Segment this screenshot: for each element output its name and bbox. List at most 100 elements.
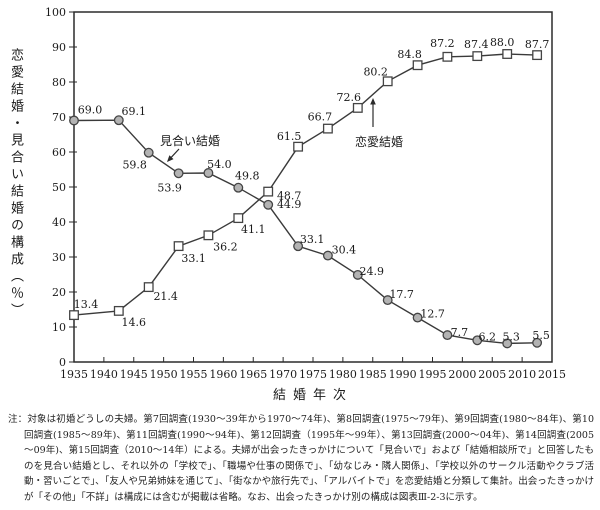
chart-canvas: 1935 1940 1945 1950 1955 1960 1965 1970 1975 1980… [45, 6, 566, 381]
data-label-renai: 33.1 [181, 252, 206, 265]
footnote-prefix: 注： [8, 414, 28, 425]
y-tick-label: 100 [45, 6, 66, 19]
data-label-miai: 44.9 [277, 198, 302, 211]
data-label-miai: 30.4 [332, 244, 357, 257]
data-point-miai [502, 338, 513, 349]
data-label-miai: 5.3 [502, 330, 520, 343]
x-tick-label: 1955 [180, 368, 208, 381]
data-label-renai: 41.1 [241, 223, 266, 236]
y-tick-label: 40 [52, 216, 66, 229]
x-tick-label: 1950 [150, 368, 178, 381]
y-tick-label: 0 [59, 356, 66, 369]
annotation-label: 見合い結婚 [160, 133, 220, 148]
data-label-miai: 54.0 [207, 158, 232, 171]
data-label-renai: 87.2 [430, 37, 455, 50]
data-point-renai [173, 241, 184, 252]
data-label-miai: 53.9 [157, 181, 182, 194]
data-label-renai: 80.2 [363, 65, 388, 78]
x-tick-label: 1960 [209, 368, 237, 381]
y-tick-label: 20 [52, 286, 66, 299]
y-tick-label: 30 [52, 251, 66, 264]
x-tick-label: 1975 [299, 368, 327, 381]
data-point-miai [412, 312, 423, 323]
data-label-renai: 48.7 [277, 190, 302, 203]
data-point-renai [143, 282, 154, 293]
data-label-miai: 17.7 [389, 288, 414, 301]
annotation-arrowhead [167, 155, 174, 162]
data-point-renai [263, 186, 274, 197]
data-point-miai [322, 250, 333, 261]
data-label-miai: 12.7 [420, 308, 445, 321]
x-tick-label: 1980 [329, 368, 357, 381]
data-point-renai [412, 60, 423, 71]
data-label-miai: 6.2 [479, 330, 497, 343]
annotation-arrowhead [370, 98, 376, 105]
data-label-miai: 69.1 [122, 105, 147, 118]
data-label-renai: 36.2 [213, 240, 238, 253]
data-point-miai [442, 330, 453, 341]
x-tick-label: 2015 [538, 368, 566, 381]
data-point-miai [143, 147, 154, 158]
y-tick-label: 80 [52, 76, 66, 89]
x-tick-label: 1990 [389, 368, 417, 381]
data-point-renai [69, 310, 79, 321]
data-point-miai [69, 115, 79, 126]
x-tick-label: 2000 [448, 368, 476, 381]
data-point-miai [382, 295, 393, 306]
data-point-renai [502, 49, 513, 59]
data-point-miai [293, 241, 304, 252]
data-point-renai [382, 76, 393, 87]
x-tick-label: 1965 [239, 368, 267, 381]
data-point-miai [532, 337, 543, 348]
y-tick-label: 50 [52, 181, 66, 194]
data-label-miai: 24.9 [360, 265, 385, 278]
data-label-renai: 72.6 [337, 91, 362, 104]
data-point-miai [472, 335, 483, 346]
x-tick-label: 1935 [60, 368, 88, 381]
plot-frame [73, 11, 553, 363]
data-label-renai: 14.6 [122, 316, 147, 329]
data-point-renai [203, 230, 214, 241]
data-label-renai: 66.7 [308, 111, 333, 124]
data-point-renai [113, 305, 124, 316]
data-label-miai: 5.5 [532, 329, 550, 342]
data-point-renai [322, 123, 333, 134]
data-label-renai: 87.7 [525, 38, 550, 51]
data-label-renai: 13.4 [74, 298, 99, 311]
data-label-renai: 84.8 [397, 48, 422, 61]
data-point-renai [233, 213, 244, 224]
data-label-miai: 7.7 [451, 326, 469, 339]
x-axis-title: 結婚年次 [272, 388, 353, 403]
data-label-miai: 33.1 [300, 233, 325, 246]
y-tick-label: 10 [52, 321, 66, 334]
data-label-miai: 59.8 [122, 159, 147, 172]
x-tick-label: 1945 [120, 368, 148, 381]
data-label-renai: 21.4 [153, 290, 178, 303]
x-tick-label: 1985 [359, 368, 387, 381]
data-label-renai: 88.0 [490, 36, 515, 49]
series-line-renai [73, 53, 538, 316]
y-tick-label: 90 [52, 41, 66, 54]
y-tick-label: 70 [52, 111, 66, 124]
data-label-renai: 61.5 [277, 130, 302, 143]
data-point-renai [442, 51, 453, 62]
data-label-miai: 49.8 [235, 170, 260, 183]
data-label-miai: 69.0 [78, 104, 103, 117]
y-tick-label: 60 [52, 146, 66, 159]
footnote: 注：対象は初婚どうしの夫婦。第7回調査(1930～39年から1970～74年)、… [8, 412, 594, 505]
data-point-renai [472, 51, 483, 62]
data-point-renai [352, 102, 363, 113]
chart-area: 1935 1940 1945 1950 1955 1960 1965 1970 1975 1980… [8, 6, 566, 403]
x-tick-label: 1995 [419, 368, 447, 381]
footnote-text: 対象は初婚どうしの夫婦。第7回調査(1930～39年から1970～74年)、第8… [24, 414, 594, 503]
data-point-miai [203, 168, 214, 178]
data-point-miai [233, 182, 244, 193]
data-label-renai: 87.4 [464, 38, 489, 51]
data-point-renai [293, 141, 304, 152]
data-point-renai [532, 50, 543, 61]
annotation-arrow [170, 148, 180, 158]
x-tick-label: 1940 [90, 368, 118, 381]
x-tick-label: 2010 [508, 368, 536, 381]
annotation-label: 恋愛結婚 [355, 134, 403, 149]
